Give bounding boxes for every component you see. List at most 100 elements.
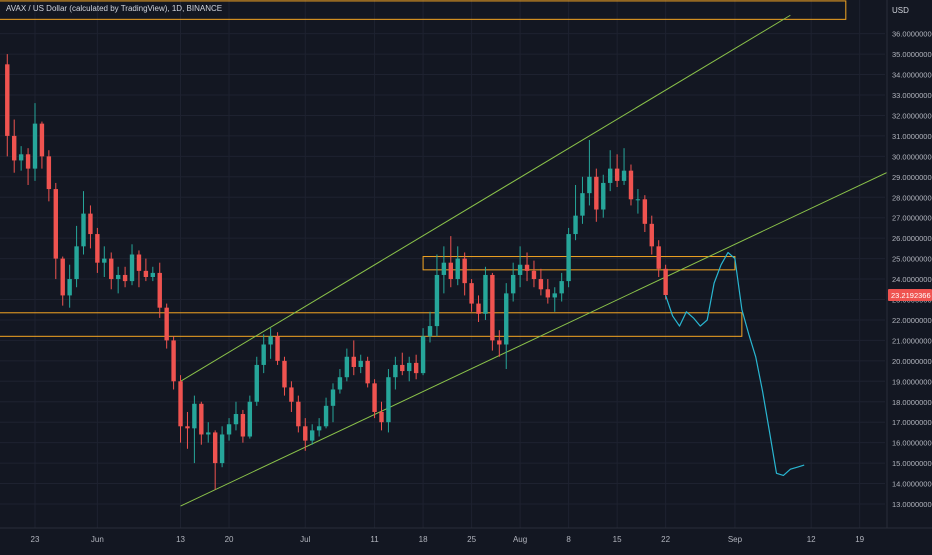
candle-body bbox=[25, 154, 31, 169]
candle bbox=[601, 174, 606, 218]
candle bbox=[379, 401, 384, 431]
candle-body bbox=[621, 170, 627, 181]
candle-body bbox=[316, 426, 322, 431]
candle bbox=[628, 164, 634, 206]
candle bbox=[310, 424, 315, 445]
x-tick-label: 12 bbox=[807, 535, 816, 544]
candle-body bbox=[115, 274, 121, 280]
candle-body bbox=[580, 193, 585, 216]
candle bbox=[254, 356, 259, 406]
y-tick-label: 32.0000000 bbox=[892, 111, 932, 120]
candle-body bbox=[330, 389, 336, 406]
y-tick-label: 26.0000000 bbox=[892, 234, 932, 243]
x-tick-label: Sep bbox=[728, 535, 743, 544]
candle bbox=[531, 260, 537, 288]
candle-body bbox=[171, 340, 176, 382]
candle-body bbox=[296, 401, 301, 427]
candle-body bbox=[185, 426, 190, 429]
x-tick-label: 22 bbox=[661, 535, 670, 544]
candle-body bbox=[247, 401, 253, 437]
chart-title: AVAX / US Dollar (calculated by TradingV… bbox=[6, 4, 223, 13]
candle bbox=[545, 279, 551, 304]
candle bbox=[621, 148, 627, 185]
candle bbox=[122, 266, 128, 288]
candle-body bbox=[122, 274, 128, 282]
candle-body bbox=[372, 383, 377, 412]
candle bbox=[427, 311, 433, 343]
candle-body bbox=[400, 364, 405, 372]
candle bbox=[351, 340, 356, 376]
projection-path bbox=[665, 251, 805, 476]
x-tick-label: 8 bbox=[566, 535, 571, 544]
candle bbox=[455, 246, 460, 286]
y-tick-label: 13.0000000 bbox=[892, 500, 932, 509]
candle bbox=[150, 266, 156, 282]
candle-body bbox=[289, 387, 294, 402]
candle-body bbox=[53, 189, 58, 259]
candle-body bbox=[524, 264, 530, 271]
candle bbox=[261, 334, 266, 374]
candle-body bbox=[12, 135, 17, 161]
candle-body bbox=[573, 215, 578, 235]
candle bbox=[143, 258, 149, 282]
candle bbox=[393, 356, 398, 390]
candle bbox=[136, 250, 142, 288]
candle bbox=[206, 422, 211, 443]
y-tick-label: 33.0000000 bbox=[892, 91, 932, 100]
candle-body bbox=[441, 262, 447, 275]
candle bbox=[53, 182, 58, 280]
candle bbox=[240, 409, 246, 443]
candle bbox=[635, 189, 641, 214]
candle bbox=[358, 354, 363, 374]
candle-body bbox=[81, 213, 86, 247]
candle-body bbox=[434, 274, 440, 327]
candle bbox=[517, 246, 523, 288]
candle bbox=[275, 332, 280, 365]
candle-body bbox=[310, 430, 315, 441]
candle bbox=[282, 356, 287, 396]
candle-body bbox=[649, 223, 654, 247]
candle bbox=[12, 119, 17, 173]
candle bbox=[81, 191, 86, 255]
candle-body bbox=[268, 336, 273, 345]
candle bbox=[226, 418, 232, 441]
candle-body bbox=[46, 156, 52, 190]
candle bbox=[559, 272, 564, 302]
candle bbox=[39, 121, 45, 169]
candle-body bbox=[143, 270, 149, 278]
candle-body bbox=[587, 176, 592, 194]
candle bbox=[566, 227, 571, 288]
y-tick-label: 20.0000000 bbox=[892, 357, 932, 366]
candle-body bbox=[150, 272, 156, 278]
candle-body bbox=[455, 258, 460, 280]
candle bbox=[434, 254, 440, 337]
candle bbox=[490, 272, 495, 351]
candle-body bbox=[32, 123, 38, 169]
x-tick-label: 18 bbox=[419, 535, 428, 544]
candle-body bbox=[178, 381, 183, 427]
candle bbox=[60, 256, 65, 306]
candle-body bbox=[240, 414, 246, 437]
candle bbox=[552, 287, 557, 312]
candle bbox=[372, 379, 377, 419]
x-tick-label: 25 bbox=[467, 535, 476, 544]
x-tick-label: Aug bbox=[513, 535, 527, 544]
candle-body bbox=[129, 254, 135, 282]
candle-body bbox=[5, 64, 10, 136]
candle-body bbox=[483, 274, 488, 314]
candle bbox=[483, 266, 488, 320]
candle bbox=[212, 430, 218, 490]
candle-body bbox=[192, 403, 197, 429]
candle-body bbox=[344, 356, 350, 378]
candle bbox=[504, 283, 509, 370]
candle bbox=[587, 139, 592, 206]
candle bbox=[129, 244, 135, 286]
candle-body bbox=[212, 432, 218, 464]
candle bbox=[18, 146, 24, 171]
candle bbox=[656, 240, 661, 278]
candle bbox=[407, 356, 412, 382]
candle bbox=[88, 205, 93, 249]
candle bbox=[580, 176, 585, 224]
